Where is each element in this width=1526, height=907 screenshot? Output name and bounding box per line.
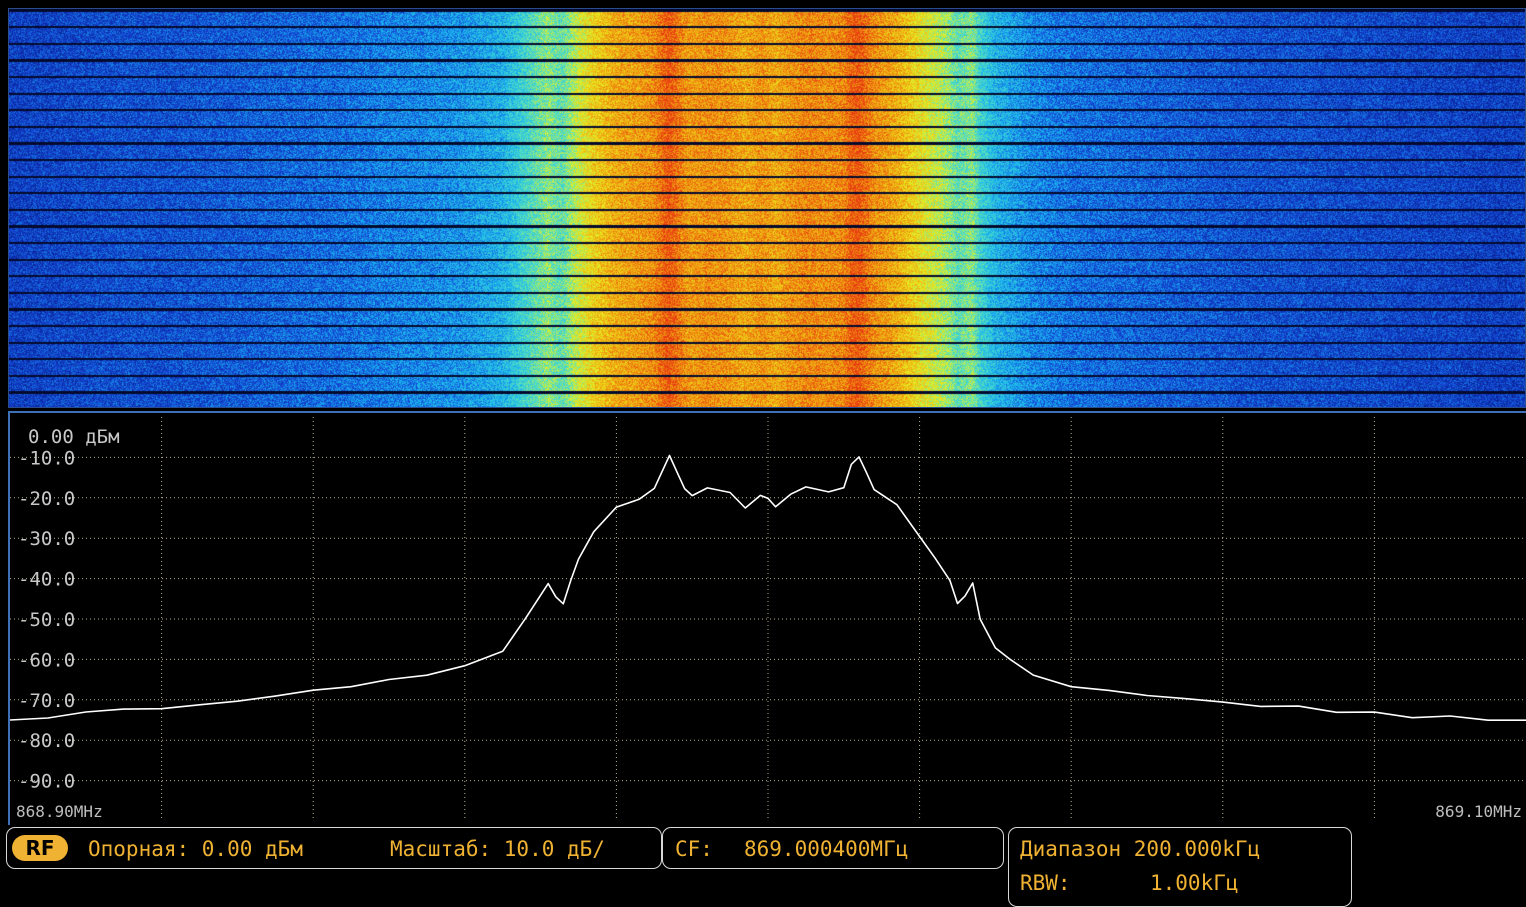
scale-readout: Масштаб: 10.0 дБ/ — [390, 837, 605, 861]
reference-level-readout: Опорная: 0.00 дБм — [88, 837, 303, 861]
y-tick-label: -80.0 — [18, 730, 75, 752]
reference-level-label: 0.00 дБм — [28, 426, 120, 448]
span-readout: Диапазон 200.000kГц — [1020, 837, 1261, 861]
y-tick-label: -60.0 — [18, 649, 75, 671]
spectrum-trace — [10, 454, 1526, 721]
spectrum-display: 0.00 дБм -10.0 -20.0 -30.0 -40.0 -50.0 -60.0 -… — [8, 411, 1526, 825]
trace — [10, 454, 1526, 721]
y-tick-label: -90.0 — [18, 771, 75, 793]
waterfall-display — [8, 8, 1526, 408]
rbw-value: 1.00kГц — [1150, 871, 1239, 895]
center-frequency-value: 869.000400МГц — [744, 837, 909, 861]
y-tick-label: -50.0 — [18, 609, 75, 631]
status-bar: RF Опорная: 0.00 дБм Масштаб: 10.0 дБ/ C… — [0, 825, 1526, 907]
grid — [10, 417, 1526, 821]
amplitude-panel[interactable] — [6, 827, 662, 869]
y-tick-label: -20.0 — [18, 488, 75, 510]
y-tick-label: -30.0 — [18, 528, 75, 550]
rf-badge[interactable]: RF — [12, 835, 68, 861]
y-tick-label: -40.0 — [18, 569, 75, 591]
y-tick-label: -10.0 — [18, 447, 75, 469]
rbw-label: RBW: — [1020, 871, 1071, 895]
waterfall-canvas — [9, 9, 1525, 407]
center-frequency-label: CF: — [675, 837, 713, 861]
spectrum-plot: 0.00 дБм -10.0 -20.0 -30.0 -40.0 -50.0 -60.0 -… — [10, 417, 1526, 821]
y-axis-labels: 0.00 дБм -10.0 -20.0 -30.0 -40.0 -50.0 -60.0 -… — [18, 426, 120, 793]
center-frequency-panel[interactable] — [662, 827, 1004, 869]
y-tick-label: -70.0 — [18, 690, 75, 712]
start-frequency-label: 868.90MHz — [16, 802, 103, 821]
stop-frequency-label: 869.10MHz — [1435, 802, 1522, 821]
